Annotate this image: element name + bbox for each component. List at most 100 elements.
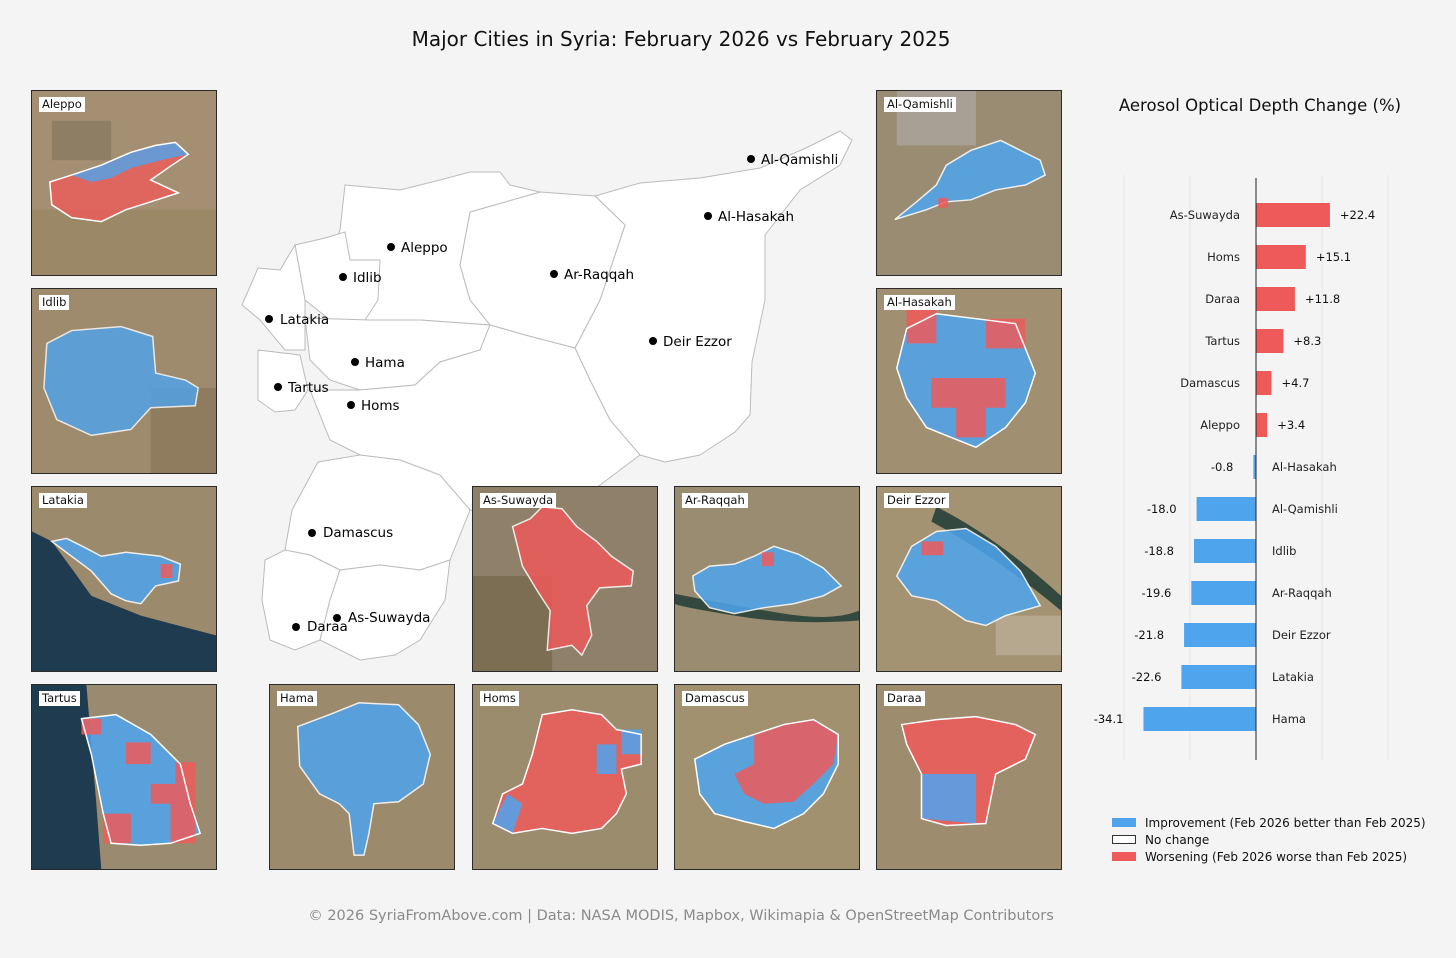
map-region-tartus [257,349,309,413]
satellite-image-idlib [32,289,216,473]
value-label: -34.1 [1094,712,1124,726]
bar-al-hasakah [1253,455,1256,479]
value-label: +22.4 [1340,208,1375,222]
bar-idlib [1193,539,1256,563]
category-label: As-Suwayda [1170,208,1240,222]
city-dot-al-qamishli [747,155,755,163]
satellite-image-tartus [32,685,216,869]
city-dot-aleppo [387,243,395,251]
satellite-image-hama [270,685,454,869]
satellite-image-daraa [877,685,1061,869]
city-panel-ar-raqqah: Ar-Raqqah [674,486,860,672]
city-label-aleppo: Aleppo [401,240,448,256]
city-label-latakia: Latakia [280,312,329,328]
panel-label-damascus: Damascus [682,691,748,706]
value-label: -18.8 [1144,544,1174,558]
satellite-image-al-hasakah [877,289,1061,473]
panel-label-ar-raqqah: Ar-Raqqah [682,493,748,508]
category-label: Ar-Raqqah [1272,586,1332,600]
city-panel-al-qamishli: Al-Qamishli [876,90,1062,276]
panel-label-aleppo: Aleppo [39,97,85,112]
map-region-northeast [574,130,853,463]
bar-daraa [1256,287,1295,311]
legend-label-improvement: Improvement (Feb 2026 better than Feb 20… [1145,815,1426,830]
satellite-image-ar-raqqah [675,487,859,671]
city-panel-latakia: Latakia [31,486,217,672]
value-label: -21.8 [1134,628,1164,642]
category-label: Damascus [1180,376,1240,390]
city-label-ar-raqqah: Ar-Raqqah [564,267,634,283]
legend-swatch-worsening [1112,852,1136,861]
chart-title: Aerosol Optical Depth Change (%) [1118,96,1402,115]
city-dot-ar-raqqah [550,270,558,278]
legend-label-no-change: No change [1145,832,1210,847]
city-panel-tartus: Tartus [31,684,217,870]
city-dot-idlib [339,273,347,281]
panel-label-latakia: Latakia [39,493,87,508]
bar-al-qamishli [1196,497,1256,521]
panel-label-al-qamishli: Al-Qamishli [884,97,956,112]
city-panel-aleppo: Aleppo [31,90,217,276]
panel-label-as-suwayda: As-Suwayda [480,493,557,508]
category-label: Tartus [1204,334,1240,348]
city-label-al-hasakah: Al-Hasakah [718,209,794,225]
category-label: Al-Qamishli [1272,502,1338,516]
city-dot-al-hasakah [704,212,712,220]
city-dot-hama [351,358,359,366]
legend-swatch-no-change [1112,835,1136,844]
city-panel-homs: Homs [472,684,658,870]
value-label: +8.3 [1293,334,1321,348]
value-label: +11.8 [1305,292,1340,306]
bar-latakia [1181,665,1256,689]
bar-homs [1256,245,1306,269]
satellite-image-homs [473,685,657,869]
map-region-suwayda [319,559,451,661]
page-title: Major Cities in Syria: February 2026 vs … [411,27,951,51]
map-region-idlib [294,231,381,321]
category-label: Deir Ezzor [1272,628,1331,642]
city-label-damascus: Damascus [323,525,393,541]
city-panel-deir-ezzor: Deir Ezzor [876,486,1062,672]
category-label: Idlib [1272,544,1296,558]
bar-as-suwayda [1256,203,1330,227]
legend-label-worsening: Worsening (Feb 2026 worse than Feb 2025) [1145,849,1408,864]
city-dot-deir-ezzor [649,337,657,345]
value-label: -0.8 [1211,460,1233,474]
panel-label-deir-ezzor: Deir Ezzor [884,493,949,508]
city-panel-as-suwayda: As-Suwayda [472,486,658,672]
bar-ar-raqqah [1191,581,1256,605]
city-dot-daraa [292,623,300,631]
footer-credits: © 2026 SyriaFromAbove.com | Data: NASA M… [308,908,1054,924]
value-label: +4.7 [1282,376,1310,390]
city-label-tartus: Tartus [287,380,329,396]
value-label: +15.1 [1316,250,1351,264]
category-label: Al-Hasakah [1272,460,1337,474]
bar-tartus [1256,329,1284,353]
city-dot-latakia [265,315,273,323]
legend: Improvement (Feb 2026 better than Feb 20… [1112,814,1426,865]
bar-hama [1143,707,1256,731]
legend-item-worsening: Worsening (Feb 2026 worse than Feb 2025) [1112,848,1426,865]
satellite-image-aleppo [32,91,216,275]
city-panel-daraa: Daraa [876,684,1062,870]
city-label-homs: Homs [361,398,400,414]
city-dot-as-suwayda [333,614,341,622]
satellite-image-as-suwayda [473,487,657,671]
city-dot-damascus [308,529,316,537]
bar-deir ezzor [1184,623,1256,647]
category-label: Latakia [1272,670,1314,684]
panel-label-hama: Hama [277,691,317,706]
bar-aleppo [1256,413,1268,437]
city-panel-damascus: Damascus [674,684,860,870]
legend-item-no-change: No change [1112,831,1426,848]
city-label-hama: Hama [365,355,405,371]
satellite-image-latakia [32,487,216,671]
aod-change-chart: As-Suwayda +22.4 Homs +15.1 Daraa +11.8 Tartus… [1094,175,1389,760]
panel-label-al-hasakah: Al-Hasakah [884,295,955,310]
category-label: Hama [1272,712,1306,726]
bar-damascus [1256,371,1272,395]
value-label: +3.4 [1277,418,1305,432]
satellite-image-al-qamishli [877,91,1061,275]
map-region-latakia [241,243,306,351]
city-label-al-qamishli: Al-Qamishli [761,152,838,168]
